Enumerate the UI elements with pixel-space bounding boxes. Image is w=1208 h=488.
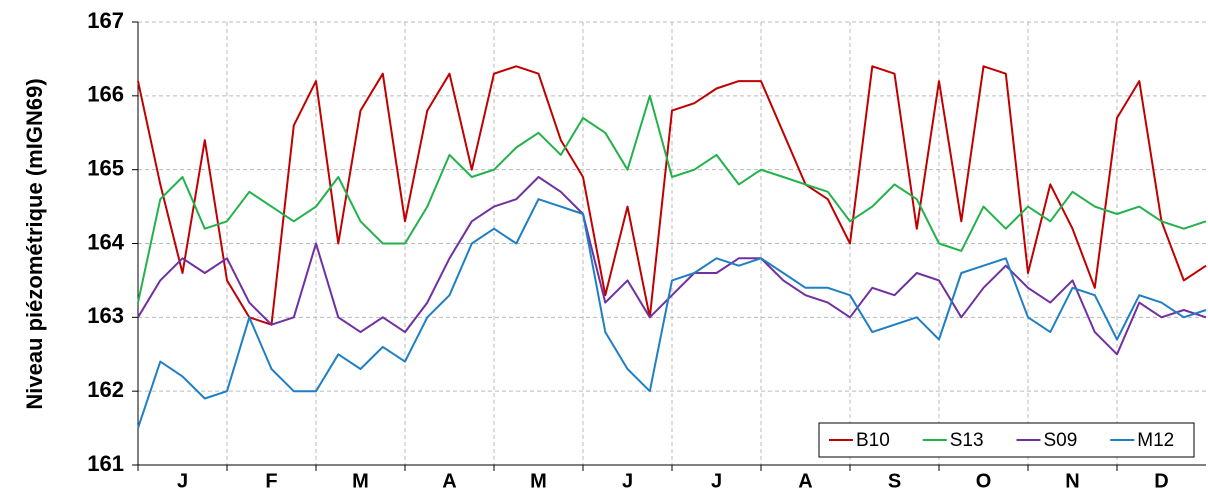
- x-tick-label: J: [177, 470, 188, 488]
- y-tick-label: 165: [87, 155, 124, 180]
- y-tick-label: 166: [87, 82, 124, 107]
- y-tick-label: 163: [87, 303, 124, 328]
- legend-label: M12: [1137, 430, 1174, 451]
- x-tick-label: N: [1065, 470, 1079, 488]
- y-axis-label: Niveau piézométrique (mIGN69): [22, 78, 47, 409]
- x-tick-label: M: [530, 470, 547, 488]
- series-line: [137, 198, 1207, 429]
- y-tick-label: 167: [87, 8, 124, 33]
- y-tick-label: 162: [87, 377, 124, 402]
- x-tick-label: J: [622, 470, 633, 488]
- x-tick-label: A: [442, 470, 456, 488]
- x-tick-label: O: [976, 470, 992, 488]
- series-line: [137, 65, 1207, 326]
- legend-label: B10: [856, 430, 890, 451]
- y-tick-label: 161: [87, 451, 124, 476]
- x-tick-label: S: [888, 470, 901, 488]
- x-tick-label: A: [798, 470, 812, 488]
- x-tick-label: F: [265, 470, 277, 488]
- series-line: [137, 94, 1207, 303]
- x-tick-label: J: [711, 470, 722, 488]
- legend-label: S13: [950, 430, 984, 451]
- x-tick-label: M: [352, 470, 369, 488]
- legend-label: S09: [1044, 430, 1078, 451]
- y-tick-label: 164: [87, 229, 124, 254]
- series-line: [137, 176, 1207, 356]
- x-tick-label: D: [1154, 470, 1168, 488]
